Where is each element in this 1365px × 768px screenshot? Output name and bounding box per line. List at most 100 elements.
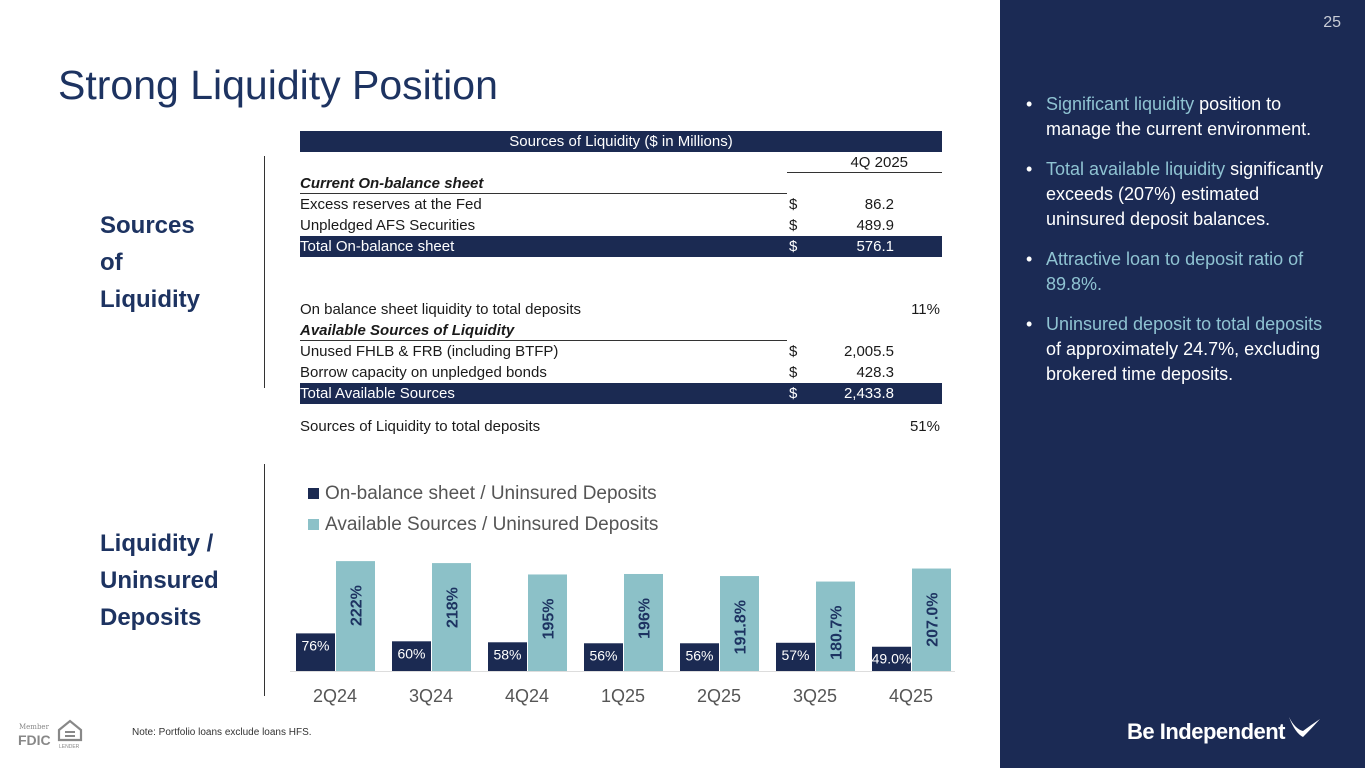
- row-value: 11%: [911, 301, 940, 318]
- bar-label: 207.0%: [925, 593, 942, 647]
- bullet-item: Significant liquidity position to manage…: [1022, 92, 1342, 142]
- liquidity-table: Sources of Liquidity ($ in Millions) 4Q …: [300, 131, 942, 437]
- row-value: 428.3: [856, 364, 894, 381]
- bullet-item: Total available liquidity significantly …: [1022, 157, 1342, 232]
- table-row: Unused FHLB & FRB (including BTFP) $2,005…: [300, 341, 942, 362]
- legend-label: Available Sources / Uninsured Deposits: [325, 513, 659, 535]
- currency: $: [789, 217, 798, 234]
- label-line: Deposits: [100, 604, 202, 631]
- table-row: Excess reserves at the Fed $86.2: [300, 194, 942, 215]
- ratio-row: Sources of Liquidity to total deposits 51…: [300, 416, 942, 437]
- bar-label: 60%: [397, 645, 425, 661]
- page-title: Strong Liquidity Position: [58, 62, 498, 108]
- section-heading: Current On-balance sheet: [300, 173, 787, 194]
- bar-label: 57%: [781, 647, 809, 663]
- row-label: Sources of Liquidity to total deposits: [300, 418, 541, 435]
- row-value: 2,433.8: [843, 385, 894, 402]
- x-tick-label: 4Q24: [505, 686, 549, 706]
- x-tick-label: 1Q25: [601, 686, 645, 706]
- svg-text:LENDER: LENDER: [59, 744, 80, 750]
- x-tick-label: 3Q25: [793, 686, 837, 706]
- bar-on-balance: [680, 643, 719, 671]
- bar-label: 191.8%: [733, 600, 750, 654]
- page-number: 25: [1323, 14, 1341, 31]
- ratio-row: On balance sheet liquidity to total depo…: [300, 299, 942, 320]
- fdic-equal-housing-logo: Member FDIC LENDER: [18, 719, 83, 750]
- bar-on-balance: [872, 646, 911, 671]
- bar-available: [336, 561, 375, 671]
- bullet-text: significantly exceeds (207%) estimated u…: [1046, 159, 1324, 229]
- currency: $: [789, 196, 798, 213]
- bullet-highlight: Total available liquidity: [1046, 159, 1226, 179]
- row-label: On balance sheet liquidity to total depo…: [300, 301, 582, 318]
- bar-label: 56%: [589, 647, 617, 663]
- label-line: Liquidity /: [100, 530, 214, 557]
- section-label-sources: Sources of Liquidity: [100, 207, 200, 318]
- divider: [264, 156, 265, 388]
- x-tick-label: 2Q24: [313, 686, 357, 706]
- currency: $: [789, 343, 798, 360]
- bar-label: 180.7%: [829, 606, 846, 660]
- bar-label: 49.0%: [872, 651, 912, 667]
- row-label: Unpledged AFS Securities: [300, 217, 476, 234]
- bar-available: [912, 568, 951, 671]
- label-line: Liquidity: [100, 286, 200, 313]
- bullet-highlight: Significant liquidity: [1046, 94, 1195, 114]
- table-row: Borrow capacity on unpledged bonds $428.3: [300, 362, 942, 383]
- bullet-item: Uninsured deposit to total deposits of a…: [1022, 312, 1342, 387]
- bar-on-balance: [584, 643, 623, 671]
- row-label: Total Available Sources: [300, 385, 455, 402]
- row-label: Total On-balance sheet: [300, 238, 455, 255]
- brand-text: Be Independent: [1127, 719, 1286, 744]
- section-label-liquidity: Liquidity / Uninsured Deposits: [100, 525, 219, 636]
- bar-on-balance: [776, 642, 815, 671]
- section-heading: Available Sources of Liquidity: [300, 320, 787, 341]
- row-value: 86.2: [864, 196, 894, 213]
- footnote: Note: Portfolio loans exclude loans HFS.: [132, 727, 312, 738]
- bullet-highlight: Attractive loan to deposit ratio of 89.8…: [1046, 249, 1304, 294]
- row-value: 51%: [909, 418, 940, 435]
- bar-available: [624, 573, 663, 671]
- legend-swatch: [308, 519, 319, 530]
- summary-panel: 25 Significant liquidity position to man…: [1000, 0, 1365, 768]
- bar-available: [528, 574, 567, 671]
- legend-item: Available Sources / Uninsured Deposits: [308, 509, 658, 540]
- row-label: Excess reserves at the Fed: [300, 196, 482, 213]
- total-row: Total On-balance sheet $576.1: [300, 236, 942, 257]
- currency: $: [789, 364, 798, 381]
- table-row: Unpledged AFS Securities $489.9: [300, 215, 942, 236]
- bar-label: 56%: [685, 647, 713, 663]
- currency: $: [789, 238, 798, 255]
- row-label: Unused FHLB & FRB (including BTFP): [300, 343, 559, 360]
- bar-on-balance: [392, 641, 431, 671]
- x-tick-label: 4Q25: [889, 686, 933, 706]
- x-tick-label: 2Q25: [697, 686, 741, 706]
- row-value: 2,005.5: [843, 343, 894, 360]
- bar-available: [432, 563, 471, 671]
- period-header: 4Q 2025: [850, 154, 908, 171]
- bullet-item: Attractive loan to deposit ratio of 89.8…: [1022, 247, 1342, 297]
- bar-label: 196%: [637, 598, 654, 639]
- svg-text:Member: Member: [19, 723, 50, 731]
- bullet-highlight: Uninsured deposit to total deposits: [1046, 314, 1323, 334]
- currency: $: [789, 385, 798, 402]
- bar-label: 195%: [541, 598, 558, 639]
- table-header: Sources of Liquidity ($ in Millions): [300, 131, 942, 152]
- legend-item: On-balance sheet / Uninsured Deposits: [308, 478, 658, 509]
- bar-label: 58%: [493, 646, 521, 662]
- row-value: 489.9: [856, 217, 894, 234]
- bullet-text: of approximately 24.7%, excluding broker…: [1046, 339, 1321, 384]
- bird-icon: [1289, 717, 1321, 737]
- x-tick-label: 3Q24: [409, 686, 453, 706]
- svg-text:FDIC: FDIC: [18, 732, 51, 748]
- brand-logo: Be Independent: [1127, 715, 1321, 745]
- bar-on-balance: [296, 633, 335, 671]
- legend-label: On-balance sheet / Uninsured Deposits: [325, 482, 657, 504]
- bar-label: 76%: [301, 637, 329, 653]
- bar-label: 222%: [349, 585, 366, 626]
- total-row: Total Available Sources $2,433.8: [300, 383, 942, 404]
- legend-swatch: [308, 488, 319, 499]
- bar-on-balance: [488, 642, 527, 671]
- bar-label: 218%: [445, 587, 462, 628]
- bullet-list: Significant liquidity position to manage…: [1022, 92, 1342, 402]
